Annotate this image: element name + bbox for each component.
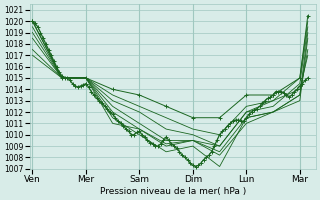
X-axis label: Pression niveau de la mer( hPa ): Pression niveau de la mer( hPa ) [100, 187, 246, 196]
